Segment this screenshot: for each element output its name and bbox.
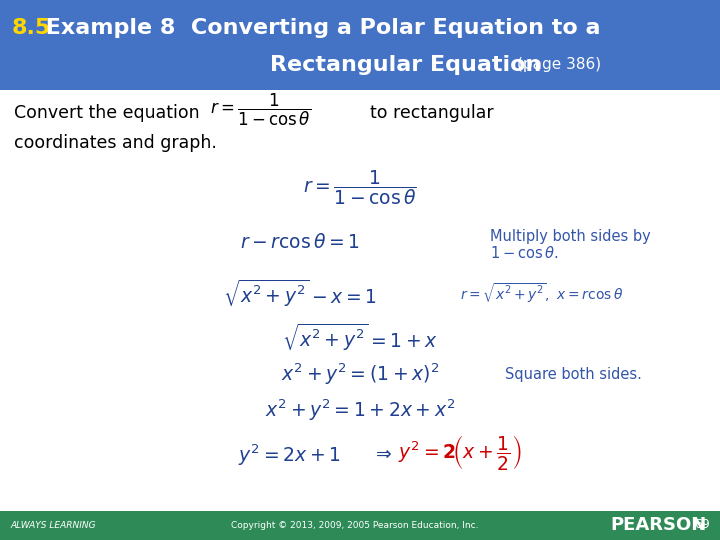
Text: to rectangular: to rectangular xyxy=(370,104,494,122)
Text: $\Rightarrow$: $\Rightarrow$ xyxy=(372,443,392,462)
Text: coordinates and graph.: coordinates and graph. xyxy=(14,134,217,152)
Bar xyxy=(0,0,720,90)
Text: 8.5: 8.5 xyxy=(12,18,51,38)
Text: Square both sides.: Square both sides. xyxy=(505,367,642,381)
Text: $1 - \cos\theta.$: $1 - \cos\theta.$ xyxy=(490,245,558,261)
Text: ALWAYS LEARNING: ALWAYS LEARNING xyxy=(10,521,96,530)
Text: Copyright © 2013, 2009, 2005 Pearson Education, Inc.: Copyright © 2013, 2009, 2005 Pearson Edu… xyxy=(231,521,479,530)
Text: Example 8  Converting a Polar Equation to a: Example 8 Converting a Polar Equation to… xyxy=(38,18,600,38)
Text: $\sqrt{x^2+y^2} = 1 + x$: $\sqrt{x^2+y^2} = 1 + x$ xyxy=(282,321,438,353)
Text: $y^2 = 2x + 1$: $y^2 = 2x + 1$ xyxy=(238,442,341,468)
Text: $x^2 + y^2 = 1 + 2x + x^2$: $x^2 + y^2 = 1 + 2x + x^2$ xyxy=(265,397,455,423)
Text: Convert the equation: Convert the equation xyxy=(14,104,199,122)
Text: $r = \dfrac{1}{1-\cos\theta}$: $r = \dfrac{1}{1-\cos\theta}$ xyxy=(303,168,417,207)
Text: $r = \sqrt{x^2+y^2},\ x = r\cos\theta$: $r = \sqrt{x^2+y^2},\ x = r\cos\theta$ xyxy=(460,281,624,305)
Text: $r = \dfrac{1}{1-\cos\theta}$: $r = \dfrac{1}{1-\cos\theta}$ xyxy=(210,92,311,128)
Text: $r - r\cos\theta = 1$: $r - r\cos\theta = 1$ xyxy=(240,233,360,252)
Text: $x^2 + y^2 = (1+x)^2$: $x^2 + y^2 = (1+x)^2$ xyxy=(281,361,439,387)
Text: 69: 69 xyxy=(694,518,710,531)
Text: PEARSON: PEARSON xyxy=(610,516,706,534)
Text: $\sqrt{x^2+y^2} - x = 1$: $\sqrt{x^2+y^2} - x = 1$ xyxy=(223,278,377,308)
Bar xyxy=(0,511,720,540)
Text: Multiply both sides by: Multiply both sides by xyxy=(490,228,651,244)
Text: (page 386): (page 386) xyxy=(517,57,601,72)
Text: Rectangular Equation: Rectangular Equation xyxy=(270,55,541,75)
Text: $y^2 = \mathbf{2}\!\left(x + \dfrac{1}{2}\right)$: $y^2 = \mathbf{2}\!\left(x + \dfrac{1}{2… xyxy=(398,433,521,471)
